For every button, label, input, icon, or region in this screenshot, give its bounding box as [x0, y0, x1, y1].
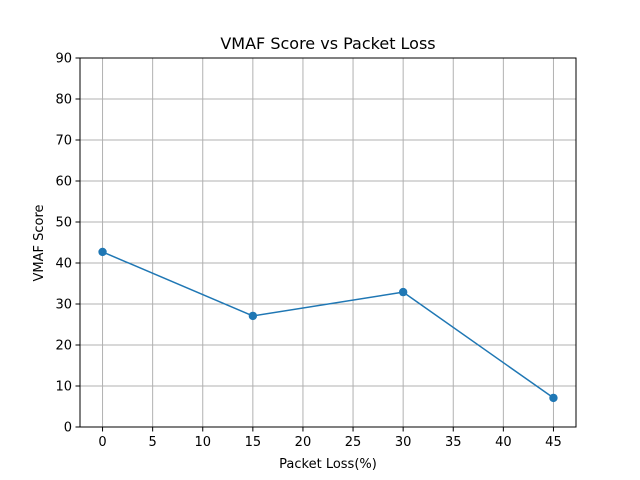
chart-title: VMAF Score vs Packet Loss	[220, 34, 435, 53]
x-tick-label: 25	[345, 435, 362, 450]
y-tick-label: 40	[55, 257, 72, 272]
axes	[79, 57, 577, 428]
y-tick-label: 0	[64, 421, 72, 436]
x-axis-label: Packet Loss(%)	[279, 457, 377, 472]
y-tick-label: 20	[55, 339, 72, 354]
y-tick-label: 90	[55, 52, 72, 67]
y-axis-label: VMAF Score	[32, 204, 47, 281]
x-tick-label: 45	[545, 435, 562, 450]
data-point	[248, 311, 258, 321]
data-point	[98, 247, 107, 257]
x-tick-label: 15	[245, 435, 262, 450]
x-tick-label: 20	[295, 435, 312, 450]
y-tick-label: 80	[55, 93, 72, 108]
y-tick-label: 70	[55, 134, 72, 149]
y-tick-label: 50	[55, 216, 72, 231]
axes-frame	[79, 57, 577, 428]
x-tick-label: 40	[495, 435, 512, 450]
x-tick-label: 30	[395, 435, 412, 450]
data-point	[398, 287, 408, 297]
x-tick-label: 0	[98, 435, 106, 450]
y-tick-label: 30	[55, 298, 72, 313]
x-tick-label: 10	[194, 435, 211, 450]
series-layer	[98, 247, 558, 403]
ticks: 0 5 10 15 20 25 30 35 40 45 0 10 20 30 40 50 60 70 80 90	[55, 52, 561, 451]
x-tick-label: 35	[445, 435, 462, 450]
data-point	[549, 393, 558, 403]
y-tick-label: 60	[55, 175, 72, 190]
x-tick-label: 5	[149, 435, 157, 450]
y-tick-label: 10	[55, 380, 72, 395]
series-line	[102, 251, 554, 399]
